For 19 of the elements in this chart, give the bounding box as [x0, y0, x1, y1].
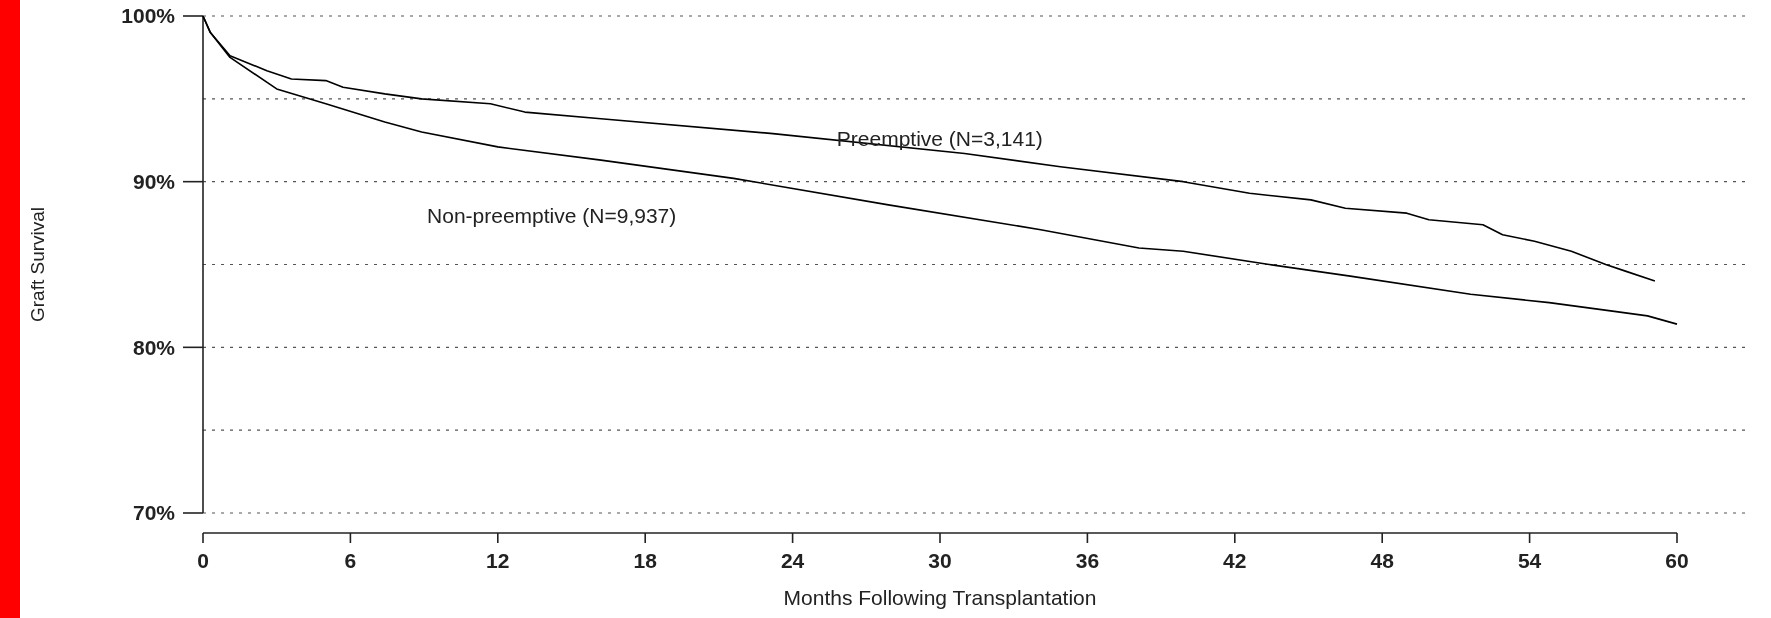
x-tick-label: 60: [1665, 549, 1689, 572]
y-tick-label: 100%: [121, 4, 176, 28]
y-tick-label: 90%: [132, 170, 176, 194]
x-tick-label: 0: [197, 549, 209, 572]
y-axis-title: Graft Survival: [27, 206, 48, 323]
x-tick-label: 36: [1075, 549, 1100, 572]
x-tick-label: 6: [344, 549, 357, 572]
x-tick-label: 48: [1370, 549, 1395, 572]
x-tick-label: 18: [633, 549, 658, 572]
x-tick-label: 42: [1223, 549, 1247, 572]
x-tick-label: 24: [780, 549, 805, 572]
y-tick-label: 80%: [132, 335, 176, 359]
y-tick-label: 70%: [132, 501, 176, 525]
x-tick-label: 12: [486, 549, 510, 572]
x-tick-label: 30: [928, 549, 952, 572]
x-axis-title: Months Following Transplantation: [783, 586, 1097, 609]
series-label: Non-preemptive (N=9,937): [427, 204, 677, 228]
x-tick-label: 54: [1517, 549, 1542, 572]
series-label: Preemptive (N=3,141): [836, 126, 1043, 150]
